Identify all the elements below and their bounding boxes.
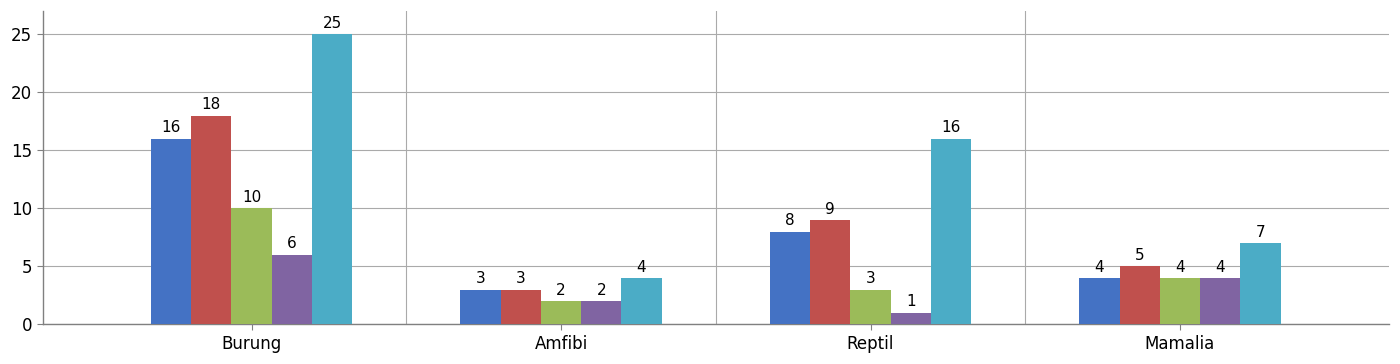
Text: 3: 3	[476, 271, 486, 286]
Bar	[540, 301, 581, 324]
Text: 2: 2	[556, 283, 566, 298]
Text: 16: 16	[941, 120, 960, 135]
Bar	[312, 34, 353, 324]
Bar	[622, 278, 662, 324]
Bar	[192, 115, 231, 324]
Bar	[151, 139, 192, 324]
Text: 3: 3	[517, 271, 525, 286]
Text: 2: 2	[596, 283, 606, 298]
Bar	[461, 290, 501, 324]
Text: 1: 1	[906, 294, 916, 309]
Text: 6: 6	[287, 236, 297, 252]
Bar	[890, 313, 931, 324]
Text: 7: 7	[1256, 225, 1266, 240]
Text: 3: 3	[865, 271, 875, 286]
Bar	[1200, 278, 1240, 324]
Text: 25: 25	[322, 16, 342, 31]
Bar	[231, 209, 272, 324]
Text: 16: 16	[161, 120, 181, 135]
Bar	[1120, 266, 1159, 324]
Bar	[1240, 243, 1281, 324]
Text: 4: 4	[1095, 260, 1105, 274]
Text: 5: 5	[1135, 248, 1145, 263]
Text: 18: 18	[202, 97, 221, 112]
Text: 9: 9	[826, 202, 836, 217]
Text: 8: 8	[785, 213, 795, 228]
Bar	[1079, 278, 1120, 324]
Text: 4: 4	[637, 260, 647, 274]
Bar	[272, 255, 312, 324]
Bar	[931, 139, 972, 324]
Bar	[850, 290, 890, 324]
Bar	[501, 290, 540, 324]
Bar	[770, 232, 811, 324]
Bar	[1159, 278, 1200, 324]
Text: 4: 4	[1215, 260, 1225, 274]
Bar	[581, 301, 622, 324]
Text: 10: 10	[242, 190, 262, 205]
Text: 4: 4	[1175, 260, 1184, 274]
Bar	[811, 220, 850, 324]
